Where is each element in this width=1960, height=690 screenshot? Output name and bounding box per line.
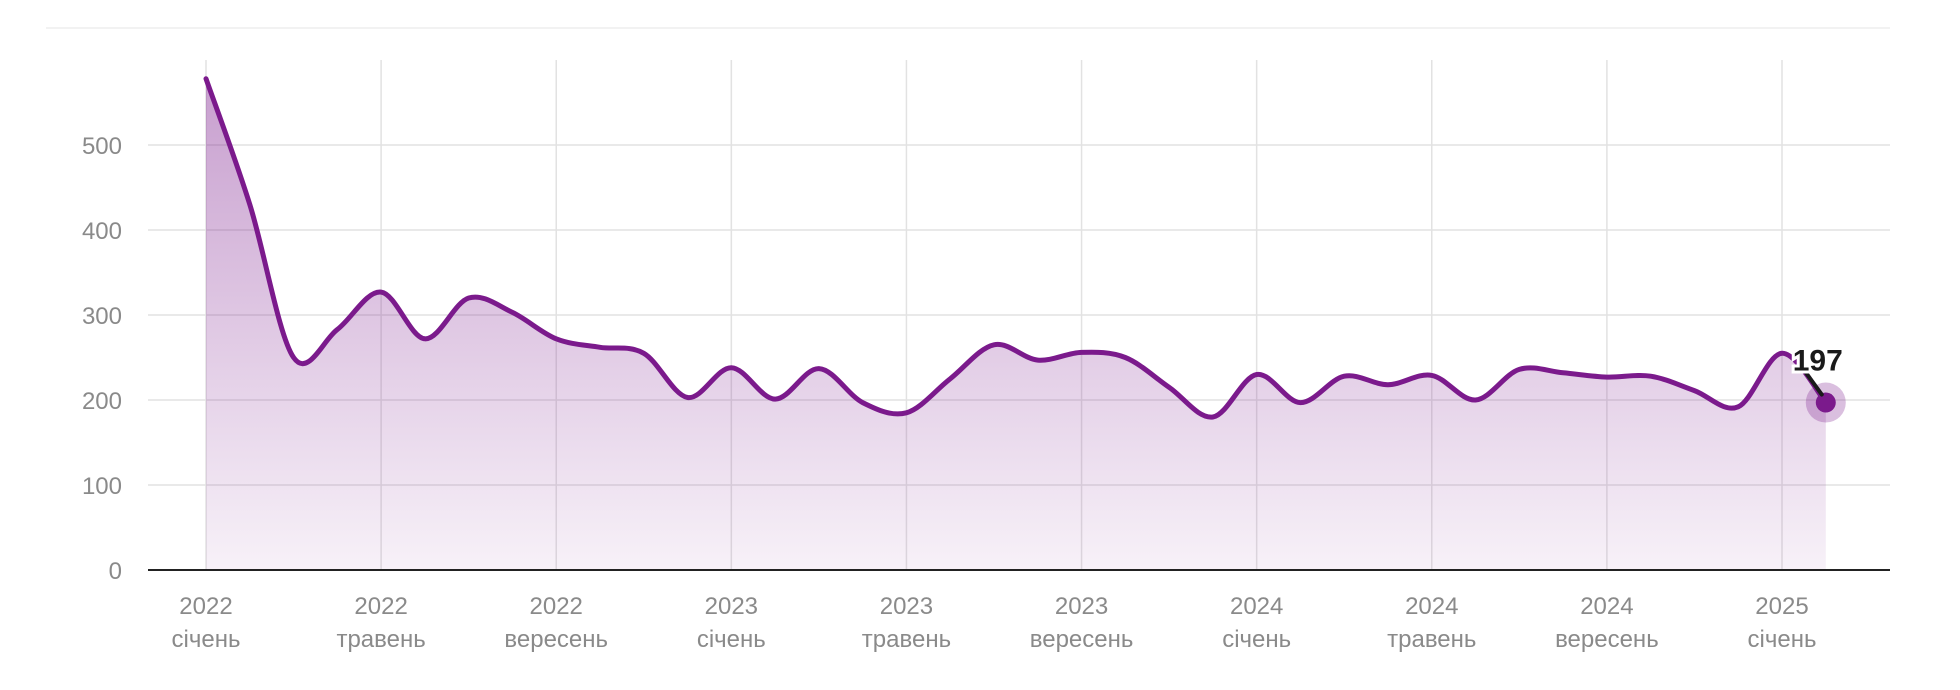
last-value-label: 197 (1793, 345, 1843, 378)
last-point-marker (1815, 392, 1836, 413)
x-tick-month: січень (1222, 626, 1291, 653)
marker-layer: 197 (1790, 342, 1846, 423)
x-tick-month: вересень (1555, 626, 1659, 653)
y-tick-label: 300 (82, 303, 122, 330)
x-tick-year: 2023 (705, 593, 758, 620)
x-tick-year: 2023 (880, 593, 933, 620)
x-tick-year: 2024 (1580, 593, 1633, 620)
x-tick: 2022 вересень (504, 593, 608, 653)
x-tick: 2022 січень (172, 593, 241, 653)
area-layer (203, 76, 1829, 570)
series-line (203, 76, 1829, 420)
x-tick-month: травень (862, 626, 951, 653)
x-tick-year: 2023 (1055, 593, 1108, 620)
x-tick-year: 2022 (530, 593, 583, 620)
x-tick: 2025 січень (1748, 593, 1817, 653)
x-axis-ticks: 2022 січень 2022 травень 2022 вересень 2023 січ… (172, 593, 1817, 653)
y-axis-ticks: 0 100 200 300 400 500 (82, 133, 122, 585)
y-tick-label: 400 (82, 218, 122, 245)
x-tick-year: 2024 (1230, 593, 1283, 620)
x-tick-month: вересень (504, 626, 608, 653)
x-tick-month: травень (1387, 626, 1476, 653)
y-tick-label: 100 (82, 473, 122, 500)
x-tick-year: 2024 (1405, 593, 1458, 620)
y-tick-label: 0 (109, 558, 122, 585)
y-tick-label: 500 (82, 133, 122, 160)
x-tick: 2022 травень (336, 593, 425, 653)
x-tick: 2024 січень (1222, 593, 1291, 653)
y-tick-label: 200 (82, 388, 122, 415)
x-tick: 2024 вересень (1555, 593, 1659, 653)
x-tick: 2023 травень (862, 593, 951, 653)
x-tick-month: січень (1748, 626, 1817, 653)
x-tick-year: 2025 (1755, 593, 1808, 620)
x-tick-month: вересень (1030, 626, 1134, 653)
x-tick-month: січень (172, 626, 241, 653)
last-value-leader (1803, 370, 1824, 397)
x-tick-year: 2022 (354, 593, 407, 620)
series-area (206, 78, 1826, 570)
x-tick: 2024 травень (1387, 593, 1476, 653)
x-tick: 2023 січень (697, 593, 766, 653)
x-tick-month: травень (336, 626, 425, 653)
x-tick-month: січень (697, 626, 766, 653)
x-tick-year: 2022 (179, 593, 232, 620)
x-tick: 2023 вересень (1030, 593, 1134, 653)
